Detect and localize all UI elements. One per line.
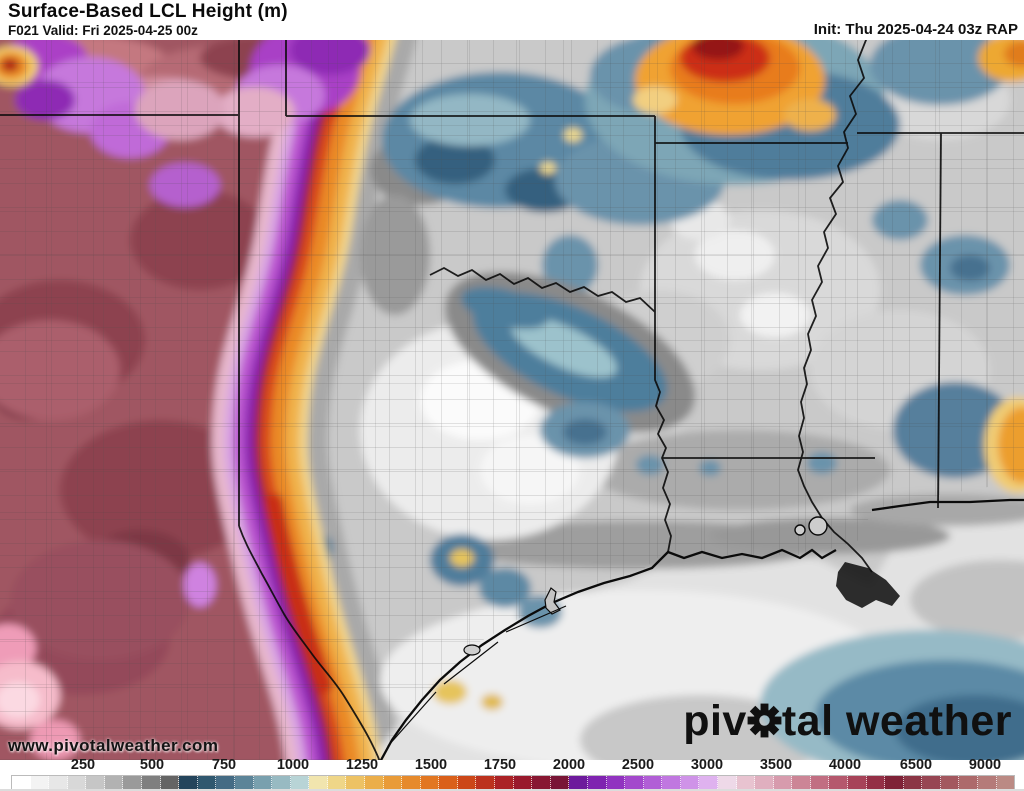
colorbar-segment <box>179 776 198 789</box>
colorbar-segment <box>49 776 68 789</box>
lcl-height-field <box>0 40 1024 760</box>
colorbar-segment <box>142 776 161 789</box>
colorbar-segment <box>30 776 50 789</box>
colorbar-segment <box>234 776 254 789</box>
colorbar-segment <box>160 776 180 789</box>
colorbar-label: 1500 <box>414 757 448 773</box>
colorbar-segment <box>736 776 756 789</box>
colorbar-segment <box>383 776 403 789</box>
colorbar-segment <box>773 776 793 789</box>
colorbar-segment <box>290 776 310 789</box>
colorbar-segment <box>792 776 811 789</box>
colorbar-segment <box>216 776 235 789</box>
colorbar-segment <box>717 776 737 789</box>
valid-time-label: F021 Valid: Fri 2025-04-25 00z <box>8 23 198 38</box>
colorbar-label: 750 <box>211 757 237 773</box>
colorbar-label: 3000 <box>690 757 724 773</box>
colorbar-labels: 250 500 750 1000 1250 1500 1750 2000 2500 3000 350… <box>0 757 1024 774</box>
colorbar-label: 6500 <box>899 757 933 773</box>
colorbar-segment <box>532 776 551 789</box>
colorbar-segment <box>253 776 273 789</box>
colorbar-segment <box>86 776 105 789</box>
lakes-and-bays <box>387 516 900 747</box>
colorbar-segment <box>996 776 1015 789</box>
colorbar-label: 250 <box>70 757 96 773</box>
colorbar-segment <box>495 776 514 789</box>
colorbar-segment <box>940 776 960 789</box>
colorbar-segment <box>272 776 291 789</box>
colorbar-label: 2500 <box>621 757 655 773</box>
logo-text-post: tal weather <box>781 697 1012 745</box>
coastline <box>379 498 1024 760</box>
colorbar-segment <box>402 776 421 789</box>
colorbar-segment <box>625 776 644 789</box>
colorbar-label: 3500 <box>759 757 793 773</box>
colorbar-label: 1750 <box>483 757 517 773</box>
colorbar-segment <box>587 776 607 789</box>
colorbar-segment <box>569 776 588 789</box>
colorbar-segment <box>606 776 626 789</box>
watermark-url: www.pivotalweather.com <box>8 736 219 755</box>
colorbar-segment <box>513 776 533 789</box>
colorbar-segment <box>550 776 570 789</box>
colorbar-segment <box>922 776 941 789</box>
logo-text-pre: piv <box>683 697 747 745</box>
state-borders <box>0 40 1024 760</box>
header: Surface-Based LCL Height (m) F021 Valid:… <box>0 0 1024 40</box>
colorbar-segment <box>104 776 124 789</box>
colorbar-segment <box>457 776 477 789</box>
colorbar-label: 500 <box>139 757 165 773</box>
colorbar-segment <box>346 776 365 789</box>
colorbar-segment <box>197 776 217 789</box>
colorbar-segment <box>420 776 440 789</box>
colorbar-segment <box>327 776 347 789</box>
colorbar-segment <box>959 776 979 789</box>
colorbar-segment <box>309 776 328 789</box>
colorbar-segment <box>866 776 886 789</box>
colorbar-segment <box>848 776 867 789</box>
colorbar-segment <box>755 776 774 789</box>
colorbar-segment <box>885 776 904 789</box>
colorbar-segment <box>12 776 31 789</box>
colorbar-segment <box>810 776 830 789</box>
colorbar-segment <box>978 776 997 789</box>
colorbar-segment <box>476 776 496 789</box>
colorbar-track <box>11 775 1015 790</box>
colorbar-segment <box>903 776 923 789</box>
colorbar-bottom-strip <box>0 789 1024 791</box>
colorbar-label: 1250 <box>345 757 379 773</box>
gear-icon <box>747 703 782 738</box>
colorbar: 250 500 750 1000 1250 1500 1750 2000 2500 3000 350… <box>0 757 1024 791</box>
colorbar-segment <box>643 776 663 789</box>
colorbar-label: 2000 <box>552 757 586 773</box>
colorbar-segment <box>699 776 718 789</box>
page-title: Surface-Based LCL Height (m) <box>8 1 288 22</box>
colorbar-label: 9000 <box>968 757 1002 773</box>
colorbar-segment <box>67 776 87 789</box>
init-time-label: Init: Thu 2025-04-24 03z RAP <box>813 21 1018 38</box>
colorbar-segment <box>829 776 849 789</box>
weather-map <box>0 40 1024 760</box>
colorbar-segment <box>680 776 700 789</box>
colorbar-segment <box>662 776 681 789</box>
colorbar-label: 4000 <box>828 757 862 773</box>
colorbar-segment <box>439 776 458 789</box>
colorbar-segment <box>364 776 384 789</box>
colorbar-segment <box>123 776 143 789</box>
pivotal-weather-logo: piv tal weather <box>683 700 1012 743</box>
colorbar-label: 1000 <box>276 757 310 773</box>
